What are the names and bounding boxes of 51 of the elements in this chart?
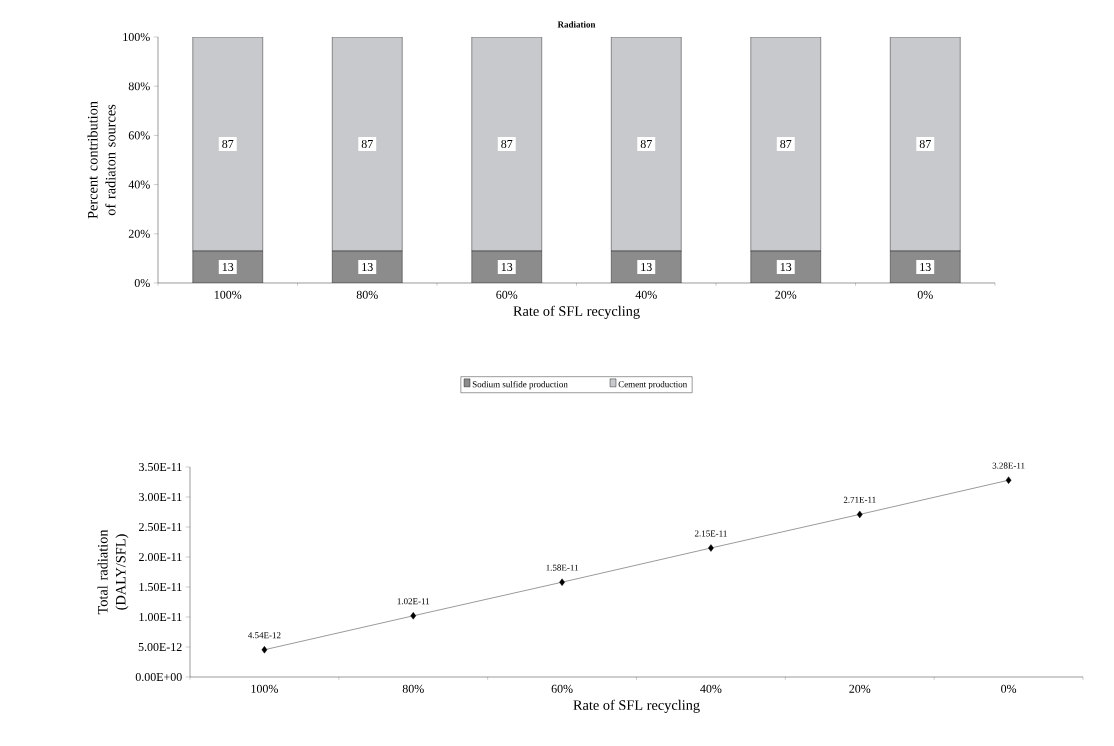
y-tick-label: 80% (128, 82, 150, 91)
x-axis-title: Rate of SFL recycling (513, 305, 640, 319)
x-tick-label: 80% (356, 290, 378, 299)
x-tick-label: 80% (402, 684, 424, 693)
chart-title: Radiation (557, 21, 596, 28)
x-tick-label: 0% (1001, 684, 1017, 693)
y-axis-title: Total radiation (DALY/SFL) (97, 529, 129, 615)
x-tick-label: 100% (251, 684, 278, 693)
data-label: 87 (361, 139, 373, 149)
y-tick-label: 0% (134, 278, 150, 288)
data-label: 3.28E-11 (992, 462, 1025, 469)
y-tick-label: 2.00E-11 (139, 552, 182, 562)
data-label: 87 (640, 139, 652, 149)
data-label: 87 (919, 139, 931, 149)
y-tick-label: 40% (128, 180, 150, 189)
data-label: 13 (920, 262, 931, 272)
y-tick-label: 100% (123, 32, 150, 42)
x-tick-label: 20% (849, 684, 871, 693)
x-tick-label: 20% (775, 290, 797, 299)
data-label: 87 (501, 139, 513, 149)
data-label: 1.02E-11 (397, 598, 430, 605)
x-tick-label: 40% (700, 684, 722, 693)
x-axis-title: Rate of SFL recycling (573, 699, 700, 713)
y-tick-label: 0.00E+00 (135, 672, 182, 682)
y-axis-title: Percent contribution of radiaton sources (87, 101, 116, 219)
x-tick-label: 60% (496, 290, 518, 299)
data-label: 2.15E-11 (694, 530, 727, 537)
y-tick-label: 3.00E-11 (139, 492, 182, 502)
x-tick-label: 40% (635, 290, 657, 299)
data-label: 4.54E-12 (248, 632, 281, 639)
data-label: 1.58E-11 (546, 564, 578, 571)
legend-label: Sodium sulfide production (472, 380, 568, 390)
x-tick-label: 100% (214, 290, 242, 299)
legend-label: Cement production (618, 380, 688, 390)
data-label: 13 (362, 262, 373, 272)
y-tick-label: 60% (128, 131, 150, 140)
y-tick-label: 2.50E-11 (139, 522, 182, 532)
x-tick-label: 60% (551, 684, 573, 693)
y-tick-label: 3.50E-11 (139, 462, 182, 472)
x-tick-label: 0% (917, 290, 933, 299)
data-label: 13 (780, 262, 792, 272)
y-tick-label: 20% (128, 229, 150, 238)
data-label: 13 (501, 262, 513, 272)
y-tick-label: 5.00E-12 (138, 642, 182, 652)
data-label: 13 (222, 262, 234, 272)
data-label: 2.71E-11 (843, 496, 876, 503)
data-label: 87 (780, 139, 792, 149)
y-tick-label: 1.00E-11 (139, 612, 182, 622)
data-label: 87 (222, 139, 234, 149)
y-tick-label: 1.50E-11 (139, 582, 182, 592)
data-label: 13 (641, 262, 652, 272)
